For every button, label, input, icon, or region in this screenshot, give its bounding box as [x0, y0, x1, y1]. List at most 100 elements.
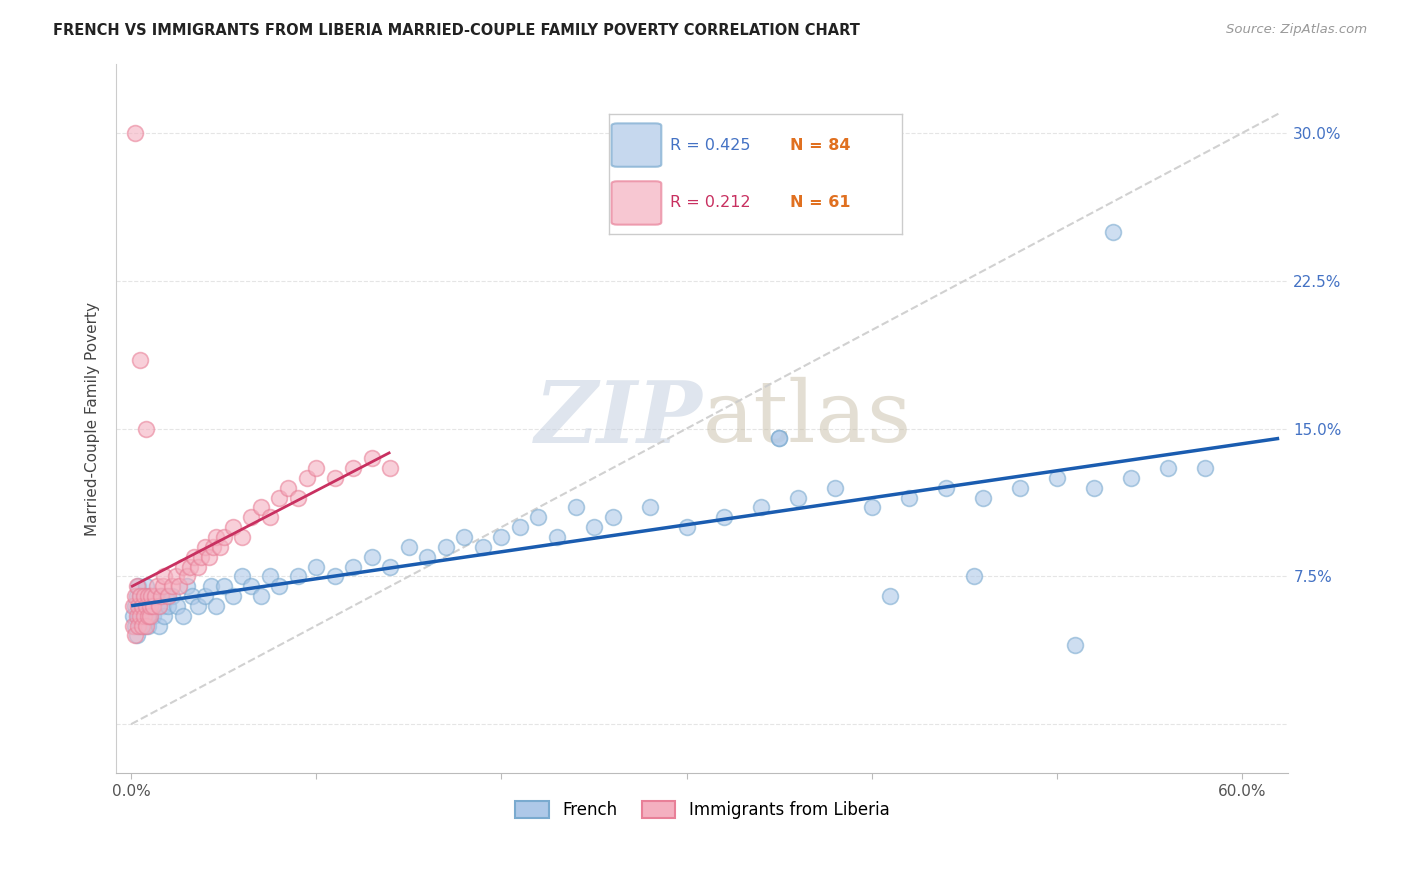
Point [141, 589, 163, 603]
Point [135, 618, 157, 632]
Point [149, 589, 172, 603]
Point [172, 608, 194, 623]
Point [125, 608, 148, 623]
Point [205, 530, 228, 544]
Point [824, 481, 846, 495]
Point [749, 500, 772, 515]
Point [155, 589, 177, 603]
Text: Source: ZipAtlas.com: Source: ZipAtlas.com [1226, 23, 1367, 37]
Point [1157, 461, 1180, 475]
Point [176, 569, 198, 583]
Point [157, 599, 180, 613]
Point [122, 618, 145, 632]
Point [138, 608, 160, 623]
Point [131, 608, 153, 623]
Point [135, 608, 157, 623]
Point [129, 608, 152, 623]
Point [491, 530, 513, 544]
Point [136, 589, 159, 603]
Point [148, 599, 170, 613]
Point [194, 540, 217, 554]
Text: ZIP: ZIP [534, 377, 703, 460]
Point [124, 589, 146, 603]
Point [124, 628, 146, 642]
Point [212, 530, 235, 544]
Point [122, 599, 145, 613]
Point [128, 579, 150, 593]
Point [124, 599, 146, 613]
Point [231, 530, 253, 544]
Point [142, 608, 165, 623]
Point [259, 510, 281, 524]
Point [1194, 461, 1216, 475]
Point [1119, 471, 1142, 485]
Point [434, 540, 457, 554]
Point [138, 599, 160, 613]
Point [124, 618, 146, 632]
Point [471, 540, 494, 554]
Text: atlas: atlas [703, 377, 911, 460]
Point [1083, 481, 1105, 495]
Point [181, 589, 204, 603]
Point [136, 599, 159, 613]
Point [194, 589, 217, 603]
Point [380, 461, 402, 475]
Point [222, 589, 245, 603]
Point [231, 569, 253, 583]
Point [141, 599, 163, 613]
Point [249, 500, 271, 515]
Point [124, 126, 146, 140]
Point [972, 491, 994, 505]
Point [277, 481, 299, 495]
Point [129, 589, 152, 603]
Point [129, 618, 152, 632]
Point [342, 559, 364, 574]
Point [136, 608, 159, 623]
Point [129, 352, 152, 367]
Point [129, 599, 152, 613]
Point [179, 559, 201, 574]
Point [962, 569, 984, 583]
Point [342, 461, 364, 475]
Point [259, 569, 281, 583]
Point [713, 510, 735, 524]
Point [148, 618, 170, 632]
Point [135, 579, 157, 593]
Point [638, 500, 661, 515]
Point [138, 589, 160, 603]
Point [165, 569, 187, 583]
Point [295, 471, 318, 485]
Point [172, 559, 194, 574]
Point [768, 432, 790, 446]
Point [138, 608, 160, 623]
Point [212, 579, 235, 593]
Point [122, 608, 145, 623]
Point [269, 579, 291, 593]
Point [125, 628, 148, 642]
Point [287, 569, 309, 583]
Point [135, 599, 157, 613]
Point [201, 540, 224, 554]
Point [380, 559, 402, 574]
Point [208, 540, 231, 554]
Point [200, 579, 222, 593]
Point [132, 608, 155, 623]
Point [240, 510, 263, 524]
Point [143, 589, 166, 603]
Point [142, 599, 165, 613]
Point [153, 569, 176, 583]
Point [360, 451, 382, 466]
Text: FRENCH VS IMMIGRANTS FROM LIBERIA MARRIED-COUPLE FAMILY POVERTY CORRELATION CHAR: FRENCH VS IMMIGRANTS FROM LIBERIA MARRIE… [53, 23, 860, 38]
Point [160, 589, 183, 603]
Point [360, 549, 382, 564]
Point [125, 579, 148, 593]
Point [305, 559, 328, 574]
Point [305, 461, 328, 475]
Point [509, 520, 531, 534]
Point [564, 500, 586, 515]
Point [675, 520, 697, 534]
Point [323, 471, 346, 485]
Point [198, 549, 221, 564]
Point [527, 510, 550, 524]
Point [879, 589, 901, 603]
